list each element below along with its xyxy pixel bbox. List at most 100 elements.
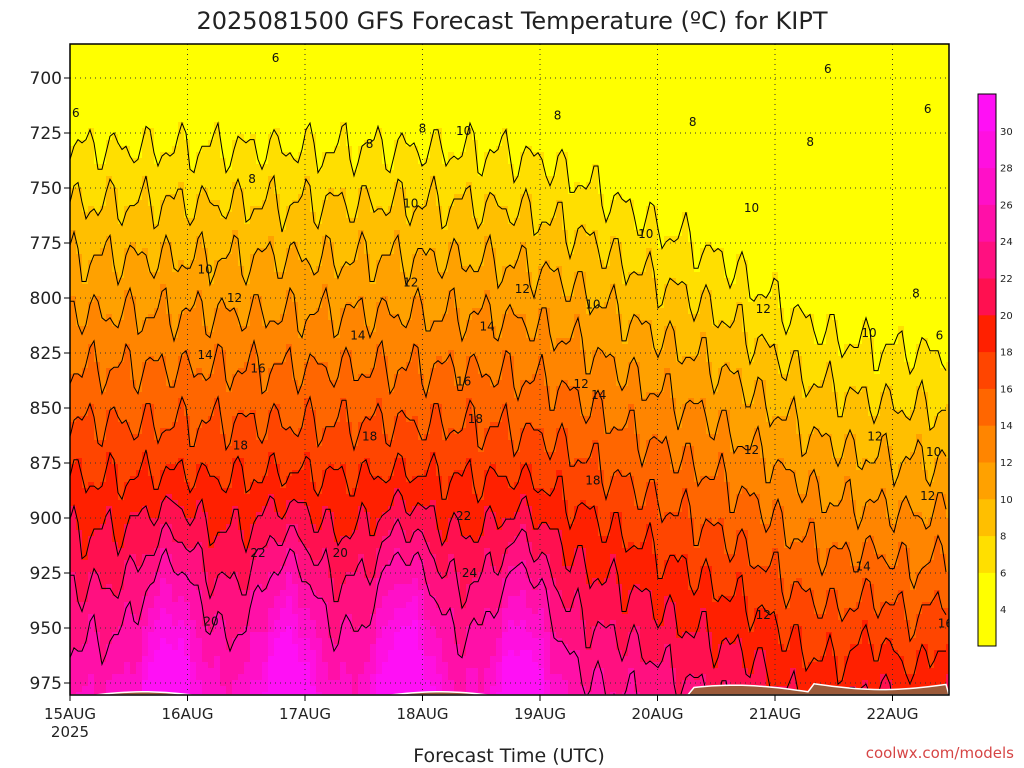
temperature-cell xyxy=(262,230,269,237)
temperature-cell xyxy=(286,386,293,393)
temperature-cell xyxy=(88,248,95,255)
temperature-cell xyxy=(148,620,155,627)
temperature-cell xyxy=(316,626,323,633)
temperature-cell xyxy=(232,266,239,273)
temperature-cell xyxy=(208,422,215,429)
temperature-cell xyxy=(148,302,155,309)
temperature-cell xyxy=(160,650,167,657)
temperature-cell xyxy=(250,512,257,519)
temperature-cell xyxy=(130,164,137,171)
temperature-cell xyxy=(94,140,101,147)
temperature-cell xyxy=(244,230,251,237)
temperature-cell xyxy=(124,434,131,441)
temperature-cell xyxy=(328,632,335,639)
temperature-cell xyxy=(178,146,185,153)
temperature-cell xyxy=(316,458,323,465)
temperature-cell xyxy=(316,116,323,123)
temperature-cell xyxy=(226,512,233,519)
temperature-cell xyxy=(340,62,347,69)
temperature-cell xyxy=(82,398,89,405)
temperature-cell xyxy=(250,218,257,225)
temperature-cell xyxy=(148,638,155,645)
temperature-cell xyxy=(250,542,257,549)
temperature-cell xyxy=(202,206,209,213)
temperature-cell xyxy=(328,560,335,567)
temperature-cell xyxy=(232,632,239,639)
temperature-cell xyxy=(184,494,191,501)
temperature-cell xyxy=(340,68,347,75)
temperature-cell xyxy=(274,302,281,309)
temperature-cell xyxy=(94,278,101,285)
temperature-cell xyxy=(232,476,239,483)
temperature-cell xyxy=(100,560,107,567)
temperature-cell xyxy=(262,386,269,393)
temperature-cell xyxy=(196,458,203,465)
temperature-cell xyxy=(310,146,317,153)
temperature-cell xyxy=(292,404,299,411)
temperature-cell xyxy=(88,434,95,441)
temperature-cell xyxy=(298,56,305,63)
temperature-cell xyxy=(88,80,95,87)
temperature-cell xyxy=(310,416,317,423)
temperature-cell xyxy=(88,470,95,477)
temperature-cell xyxy=(340,470,347,477)
temperature-cell xyxy=(220,86,227,93)
temperature-cell xyxy=(184,428,191,435)
temperature-cell xyxy=(304,542,311,549)
temperature-cell xyxy=(298,506,305,513)
temperature-cell xyxy=(142,80,149,87)
temperature-cell xyxy=(178,68,185,75)
temperature-cell xyxy=(274,632,281,639)
temperature-cell xyxy=(160,368,167,375)
temperature-cell xyxy=(172,620,179,627)
temperature-cell xyxy=(304,662,311,669)
temperature-cell xyxy=(310,86,317,93)
temperature-cell xyxy=(244,152,251,159)
temperature-cell xyxy=(76,596,83,603)
temperature-cell xyxy=(268,224,275,231)
temperature-cell xyxy=(196,74,203,81)
temperature-cell xyxy=(136,224,143,231)
temperature-cell xyxy=(292,116,299,123)
temperature-cell xyxy=(316,260,323,267)
temperature-cell xyxy=(208,554,215,561)
temperature-cell xyxy=(154,194,161,201)
temperature-cell xyxy=(322,284,329,291)
temperature-cell xyxy=(208,632,215,639)
temperature-cell xyxy=(130,482,137,489)
temperature-cell xyxy=(94,260,101,267)
temperature-cell xyxy=(238,488,245,495)
temperature-cell xyxy=(142,260,149,267)
temperature-cell xyxy=(250,464,257,471)
temperature-cell xyxy=(124,554,131,561)
temperature-cell xyxy=(196,452,203,459)
temperature-cell xyxy=(220,278,227,285)
temperature-cell xyxy=(94,422,101,429)
temperature-cell xyxy=(148,650,155,657)
temperature-cell xyxy=(178,446,185,453)
temperature-cell xyxy=(256,656,263,663)
temperature-cell xyxy=(118,464,125,471)
temperature-cell xyxy=(268,212,275,219)
temperature-cell xyxy=(142,242,149,249)
temperature-cell xyxy=(340,338,347,345)
temperature-cell xyxy=(298,584,305,591)
temperature-cell xyxy=(244,176,251,183)
temperature-cell xyxy=(316,68,323,75)
temperature-cell xyxy=(214,584,221,591)
temperature-cell xyxy=(76,488,83,495)
temperature-cell xyxy=(244,434,251,441)
temperature-cell xyxy=(244,548,251,555)
temperature-cell xyxy=(142,386,149,393)
temperature-cell xyxy=(244,668,251,675)
temperature-cell xyxy=(136,236,143,243)
temperature-cell xyxy=(190,452,197,459)
temperature-cell xyxy=(82,248,89,255)
temperature-cell xyxy=(70,602,77,609)
temperature-cell xyxy=(88,236,95,243)
temperature-cell xyxy=(142,626,149,633)
temperature-cell xyxy=(328,62,335,69)
temperature-cell xyxy=(184,434,191,441)
temperature-cell xyxy=(286,146,293,153)
temperature-cell xyxy=(142,194,149,201)
